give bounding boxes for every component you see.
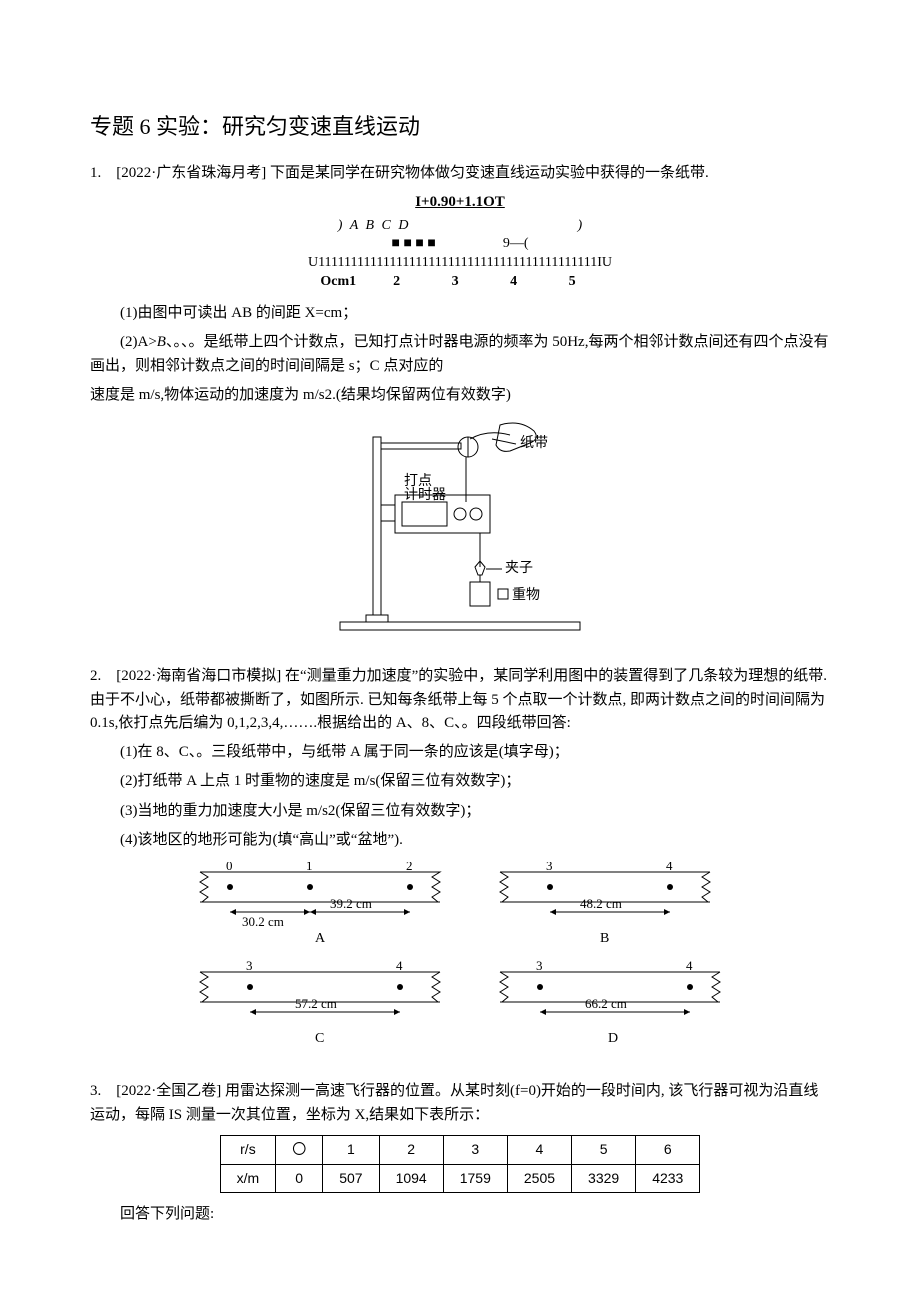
tape-d-s1: 66.2 cm [585, 996, 627, 1011]
tape-b: 3 4 48.2 cm B [500, 862, 710, 946]
table-row: r/s 〇 1 2 3 4 5 6 [220, 1135, 700, 1164]
q2-p4: (4)该地区的地形可能为(填“高山”或“盆地”). [90, 829, 830, 852]
tapes-svg: 0 1 2 30.2 cm 39.2 cm A 3 4 48.2 cm B [180, 862, 740, 1062]
ruler-ticks: U111111111111111111111111111111111111111… [90, 254, 830, 273]
th-6: 6 [636, 1135, 700, 1164]
q3-after: 回答下列问题: [90, 1203, 830, 1226]
q1-ruler: ) A B C D ) ■ ■ ■ ■ 9—( U111111111111111… [90, 217, 830, 293]
cell: 0 [276, 1164, 323, 1193]
q1-stem: 1. [2022·广东省珠海月考] 下面是某同学在研究物体做匀变速直线运动实验中… [90, 162, 830, 185]
cell: 1094 [379, 1164, 443, 1193]
tape-a-label: A [315, 931, 326, 946]
tape-a-d0: 0 [226, 862, 233, 873]
tape-d: 3 4 66.2 cm D [500, 958, 720, 1046]
th-4: 4 [507, 1135, 571, 1164]
th-5: 5 [572, 1135, 636, 1164]
ruler-abcd: ) A B C D [338, 218, 411, 233]
tape-a-s1: 30.2 cm [242, 914, 284, 929]
tape-c-d0: 3 [246, 958, 253, 973]
q1-p2b: 、。、。是纸带上四个计数点，已知打点计时器电源的频率为 50Hz,每两个相邻计数… [90, 334, 828, 373]
q2-p2: (2)打纸带 A 上点 1 时重物的速度是 m/s(保留三位有效数字)； [90, 770, 830, 793]
tape-c-s1: 57.2 cm [295, 996, 337, 1011]
tape-c-d1: 4 [396, 958, 403, 973]
th-rs: r/s [220, 1135, 276, 1164]
th-2: 2 [379, 1135, 443, 1164]
q2-p3: (3)当地的重力加速度大小是 m/s2(保留三位有效数字)； [90, 800, 830, 823]
tape-d-d0: 3 [536, 958, 543, 973]
cell: 3329 [572, 1164, 636, 1193]
q1-p2: (2)A>B、。、。是纸带上四个计数点，已知打点计时器电源的频率为 50Hz,每… [90, 331, 830, 378]
q3-table: r/s 〇 1 2 3 4 5 6 x/m 0 507 1094 1759 25… [220, 1135, 701, 1193]
th-3: 3 [443, 1135, 507, 1164]
cell: 1759 [443, 1164, 507, 1193]
tapes-figure: 0 1 2 30.2 cm 39.2 cm A 3 4 48.2 cm B [90, 862, 830, 1070]
tape-c-label: C [315, 1031, 324, 1046]
tape-a: 0 1 2 30.2 cm 39.2 cm A [200, 862, 440, 946]
ruler-nums-row: Ocm1 2 3 4 5 [90, 273, 830, 292]
tape-b-label: B [600, 931, 609, 946]
tape-d-label: D [608, 1031, 618, 1046]
label-timer2: 计时器 [404, 487, 446, 503]
page-title: 专题 6 实验：研究匀变速直线运动 [90, 110, 830, 144]
q1-p2c: 速度是 m/s,物体运动的加速度为 m/s2.(结果均保留两位有效数字) [90, 384, 830, 407]
label-clip: 夹子 [505, 560, 533, 576]
ruler-paren: ) [578, 218, 583, 233]
tape-c: 3 4 57.2 cm C [200, 958, 440, 1046]
tape-a-d2: 2 [406, 862, 413, 873]
th-0: 〇 [276, 1135, 323, 1164]
table-row: x/m 0 507 1094 1759 2505 3329 4233 [220, 1164, 700, 1193]
label-tape: 纸带 [520, 435, 548, 451]
q2-stem: 2. [2022·海南省海口市模拟] 在“测量重力加速度”的实验中，某同学利用图… [90, 665, 830, 735]
ruler-nine: 9—( [503, 236, 529, 251]
apparatus-svg: 纸带 打点 计时器 夹子 重物 [320, 417, 600, 647]
ruler-ocm: Ocm1 [320, 274, 356, 289]
tape-b-s1: 48.2 cm [580, 896, 622, 911]
ruler-marks: ■ ■ ■ ■ [392, 236, 436, 251]
ruler-marks-row: ■ ■ ■ ■ 9—( [90, 235, 830, 254]
cell: 2505 [507, 1164, 571, 1193]
q1-p1: (1)由图中可读出 AB 的间距 X=cm； [90, 302, 830, 325]
q1-stem-text: 1. [2022·广东省珠海月考] 下面是某同学在研究物体做匀变速直线运动实验中… [90, 165, 709, 181]
cell: 4233 [636, 1164, 700, 1193]
q2-p1: (1)在 8、C、。三段纸带中，与纸带 A 属于同一条的应该是(填字母)； [90, 741, 830, 764]
q3-stem: 3. [2022·全国乙卷] 用雷达探测一高速飞行器的位置。从某时刻(f=0)开… [90, 1080, 830, 1127]
tape-b-d1: 4 [666, 862, 673, 873]
q1-p2a: (2)A> [120, 334, 157, 350]
label-timer1: 打点 [404, 472, 432, 489]
row-label: x/m [220, 1164, 276, 1193]
tape-d-d1: 4 [686, 958, 693, 973]
th-1: 1 [323, 1135, 379, 1164]
tape-a-s2: 39.2 cm [330, 896, 372, 911]
cell: 507 [323, 1164, 379, 1193]
label-weight: 重物 [512, 587, 540, 603]
ruler-nums: 2 3 4 5 [393, 274, 600, 289]
q1-p2-it: B [157, 334, 166, 350]
apparatus-figure: 纸带 打点 计时器 夹子 重物 [90, 417, 830, 655]
tape-b-d0: 3 [546, 862, 553, 873]
tape-a-d1: 1 [306, 862, 313, 873]
q1-formula: I+0.90+1.1OT [90, 191, 830, 214]
ruler-abcd-row: ) A B C D ) [90, 217, 830, 236]
